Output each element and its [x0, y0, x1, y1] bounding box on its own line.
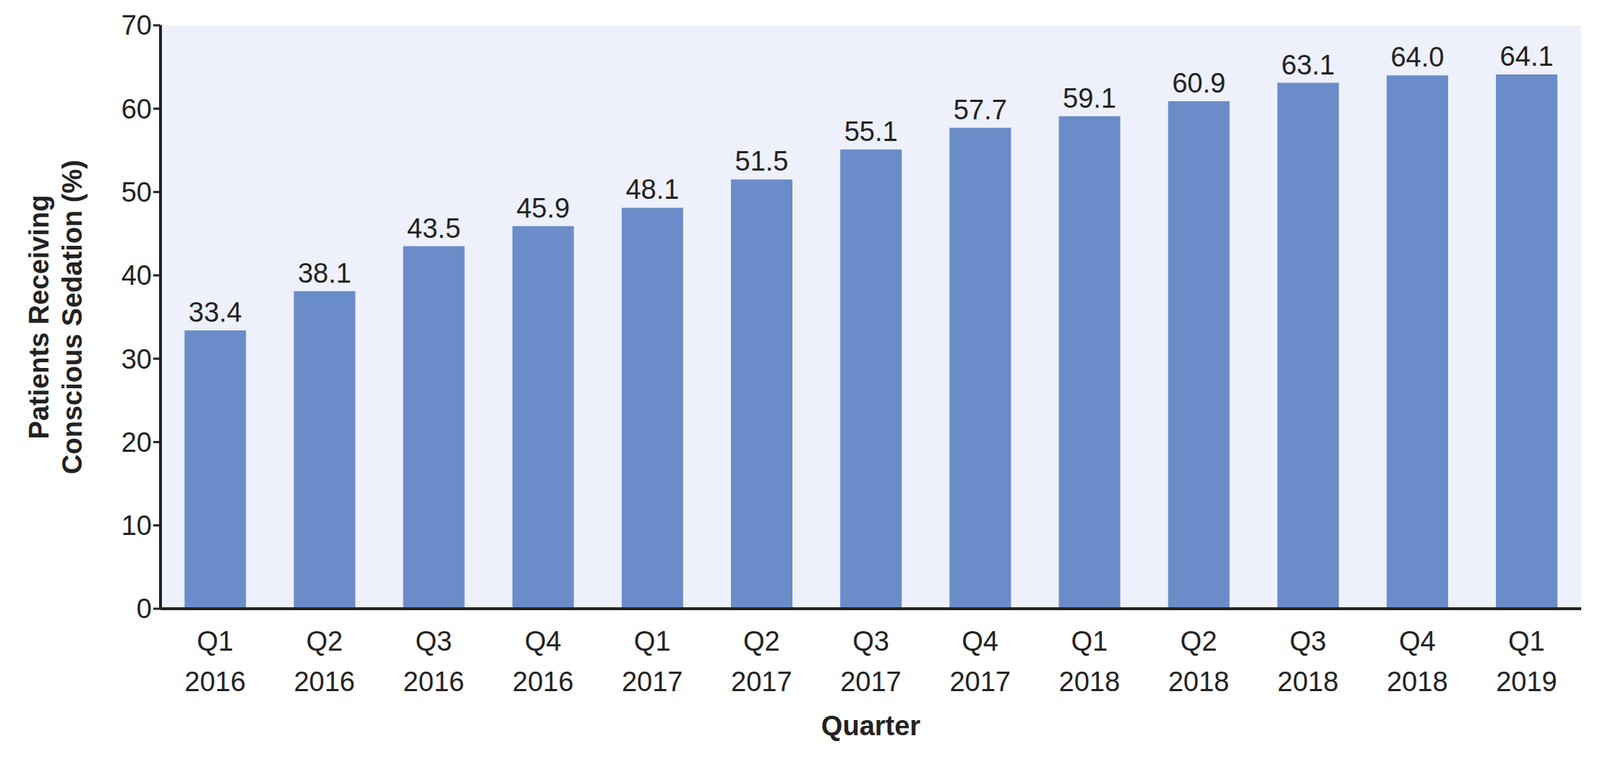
svg-text:51.5: 51.5	[735, 146, 789, 177]
svg-text:Q22016: Q22016	[293, 626, 355, 697]
svg-text:10: 10	[121, 510, 152, 541]
svg-text:Q22018: Q22018	[1168, 626, 1230, 697]
svg-text:60: 60	[121, 93, 152, 125]
svg-text:Q12018: Q12018	[1059, 626, 1121, 697]
svg-text:Q42018: Q42018	[1386, 626, 1449, 697]
svg-text:38.1: 38.1	[297, 258, 352, 289]
svg-text:20: 20	[121, 427, 152, 458]
svg-text:Q12019: Q12019	[1495, 626, 1558, 697]
svg-text:Quarter: Quarter	[821, 710, 921, 742]
svg-text:Q32016: Q32016	[403, 626, 465, 697]
svg-text:50: 50	[121, 177, 152, 208]
svg-text:0: 0	[136, 593, 152, 624]
svg-text:57.7: 57.7	[953, 94, 1008, 126]
svg-text:Q12017: Q12017	[621, 626, 684, 697]
svg-text:Q32018: Q32018	[1277, 626, 1339, 697]
svg-text:55.1: 55.1	[844, 116, 898, 147]
svg-text:Q22017: Q22017	[730, 626, 793, 697]
svg-text:Conscious Sedation (%): Conscious Sedation (%)	[57, 159, 88, 475]
svg-text:Q42016: Q42016	[512, 626, 575, 697]
svg-text:64.1: 64.1	[1500, 41, 1554, 72]
svg-text:43.5: 43.5	[407, 213, 461, 244]
svg-text:Q42017: Q42017	[949, 626, 1011, 697]
svg-text:40: 40	[121, 260, 152, 291]
svg-text:70: 70	[121, 10, 152, 41]
svg-text:33.4: 33.4	[188, 297, 243, 328]
svg-text:63.1: 63.1	[1281, 49, 1335, 81]
svg-text:Q12016: Q12016	[184, 626, 246, 697]
svg-text:60.9: 60.9	[1171, 67, 1226, 99]
svg-text:45.9: 45.9	[516, 193, 570, 224]
svg-text:59.1: 59.1	[1062, 83, 1117, 114]
svg-text:30: 30	[121, 344, 152, 375]
svg-text:Q32017: Q32017	[840, 626, 902, 697]
svg-text:Patients Receiving: Patients Receiving	[23, 195, 55, 440]
svg-text:64.0: 64.0	[1390, 41, 1444, 73]
svg-text:48.1: 48.1	[625, 174, 679, 205]
